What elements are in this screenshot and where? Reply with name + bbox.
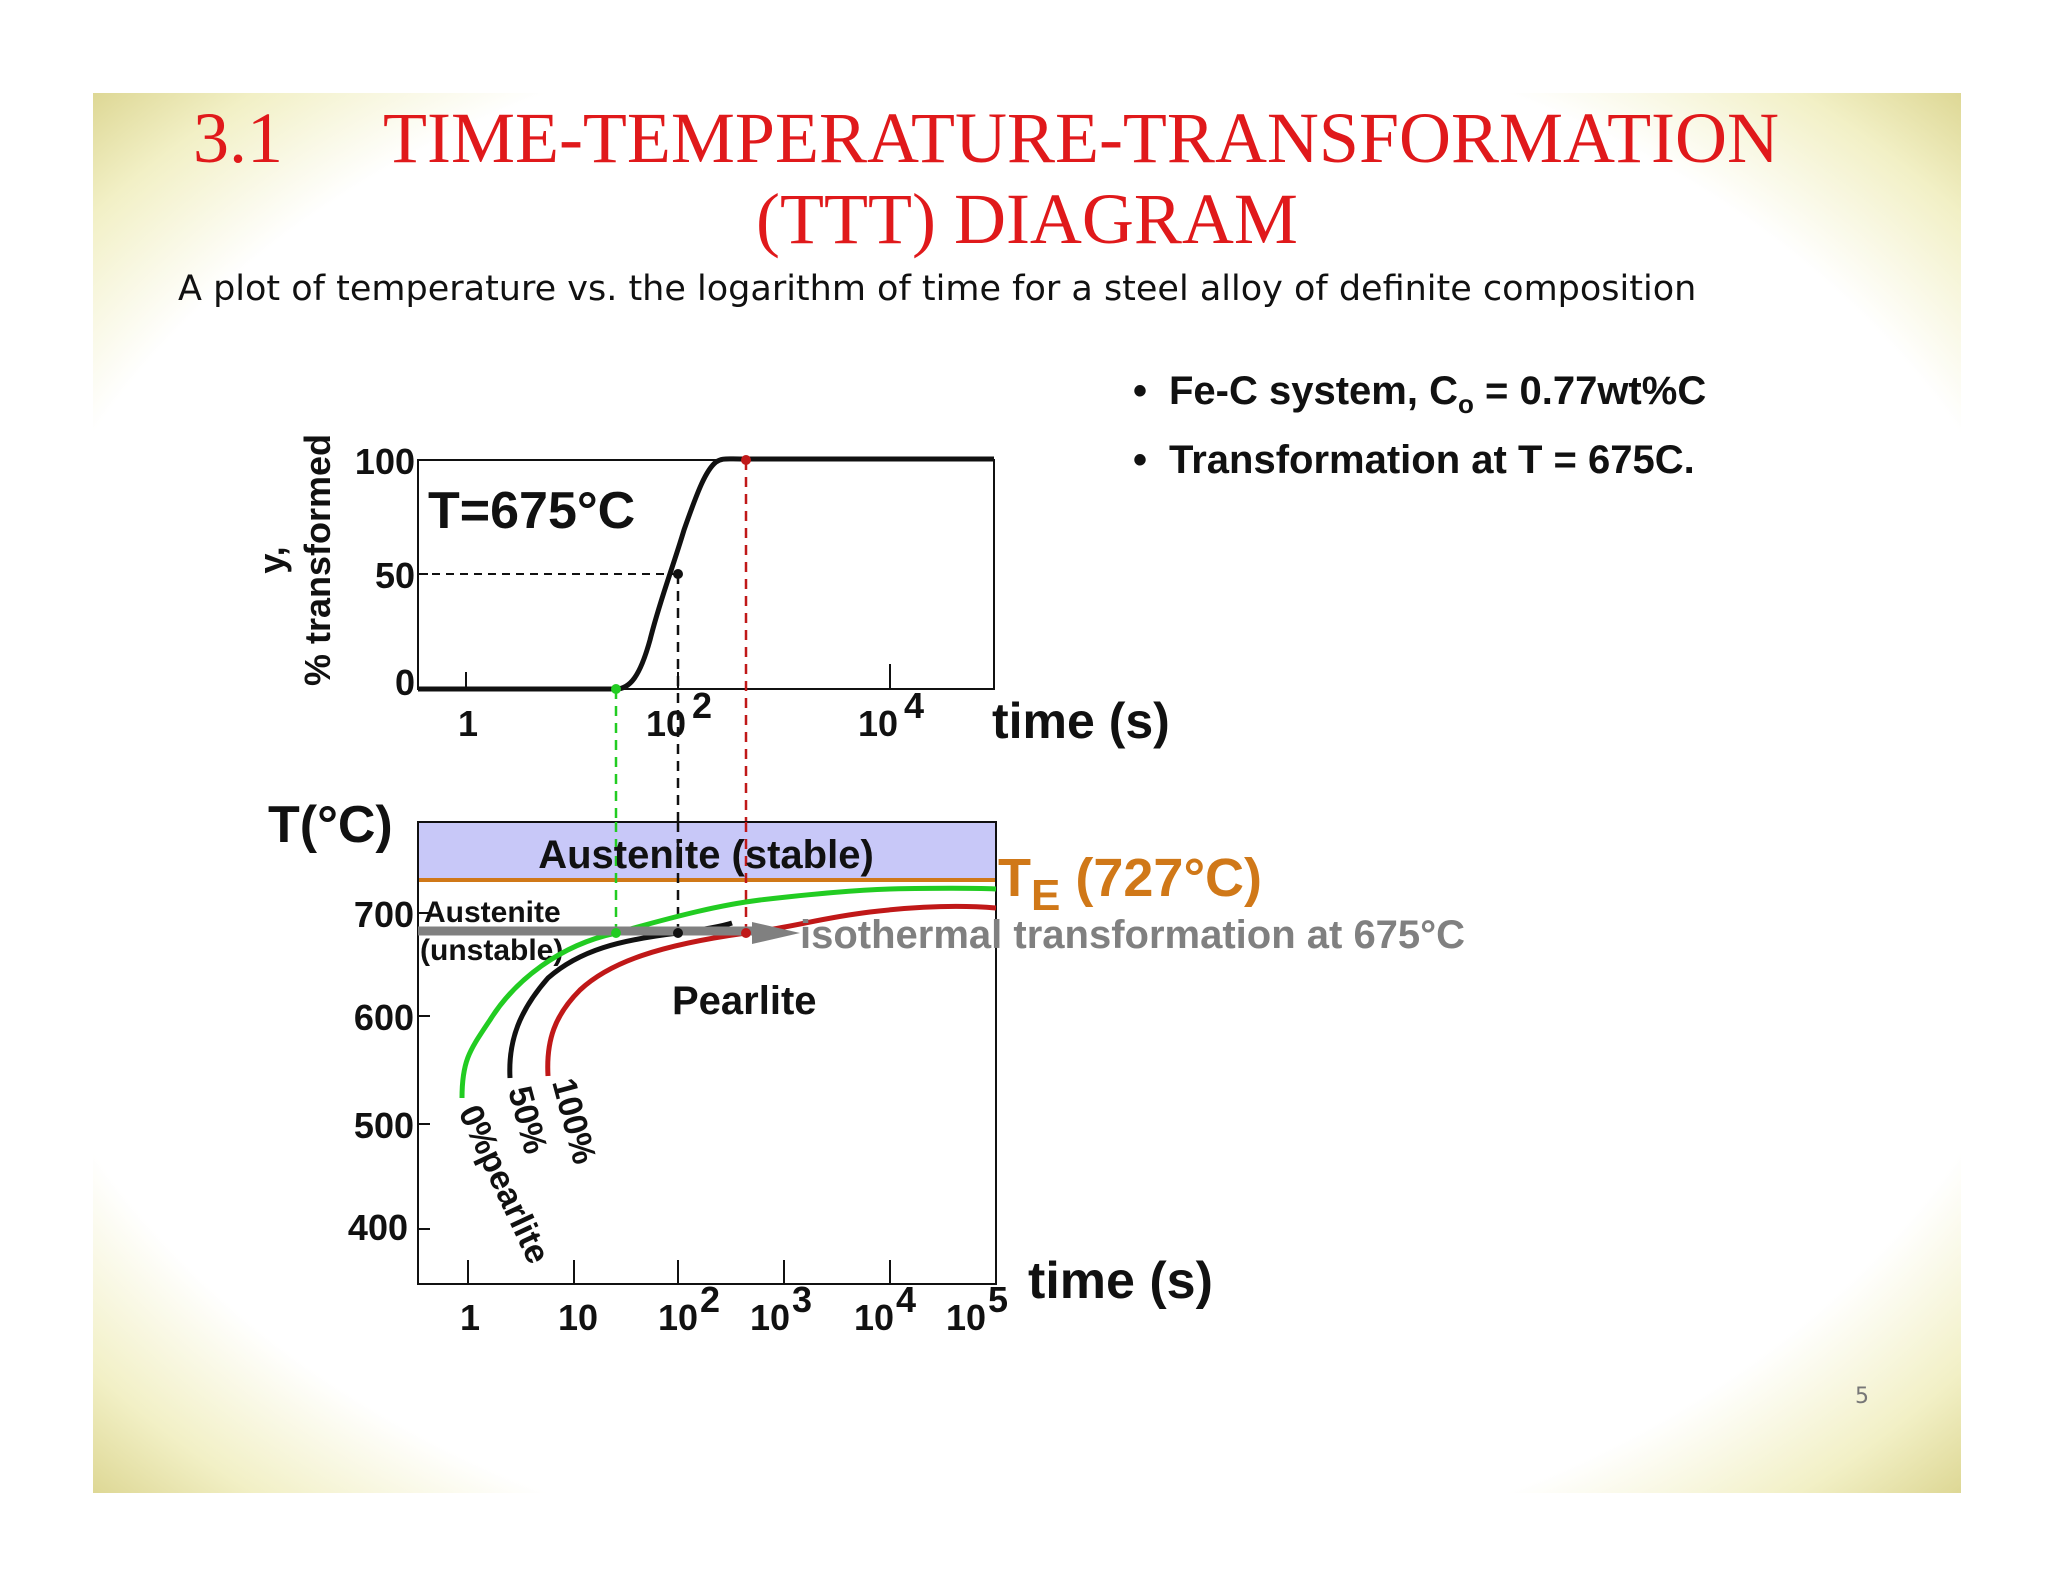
top-y-tick-label: 50 [375,555,415,596]
austenite-unstable-label-line2: (unstable) [420,934,563,967]
bottom-plot-frame [417,821,997,1285]
bullet-item-composition: • Fe-C system, Co = 0.77wt%C [1133,363,1706,432]
bottom-y-tick-label: 400 [348,1207,408,1248]
bottom-x-tick-label: 10 [750,1297,790,1338]
eutectoid-label: TE (727°C) [998,848,1262,920]
top-x-tick-label: 10 [646,703,686,744]
subtitle: A plot of temperature vs. the logarithm … [178,269,1697,309]
top-plot-frame [417,459,995,690]
austenite-stable-label: Austenite (stable) [538,833,874,877]
bullet-dot-icon: • [1133,369,1148,413]
isothermal-start-marker [611,928,621,938]
slide-background: 3.1 TIME-TEMPERATURE-TRANSFORMATION (TTT… [93,93,1961,1493]
top-x-tick-label: 1 [458,703,478,744]
bottom-x-tick-exponent: 4 [896,1279,916,1320]
start-curve-zero-percent [459,885,997,1099]
transformation-s-curve [418,456,994,692]
top-x-axis-label: time (s) [992,693,1170,749]
bullet-dot-icon: • [1133,438,1148,482]
bottom-x-tick-exponent: 5 [988,1279,1008,1320]
isothermal-transformation-label: isothermal transformation at 675°C [800,913,1465,957]
top-y-tick-label: 0 [395,662,415,703]
top-x-tick-exponent: 2 [692,685,712,726]
bottom-x-tick-label: 10 [658,1297,698,1338]
bottom-x-tick-exponent: 3 [792,1279,812,1320]
bottom-x-tick-label: 1 [460,1297,480,1338]
bottom-x-tick-exponent: 2 [700,1279,720,1320]
top-x-tick-label: 10 [858,703,898,744]
title-line-2: (TTT) DIAGRAM [756,179,1298,259]
top-x-tick-exponent: 4 [904,685,924,726]
title-line-1: TIME-TEMPERATURE-TRANSFORMATION [383,98,1780,178]
austenite-unstable-label-line1: Austenite [424,896,561,929]
isothermal-fifty-marker [673,928,683,938]
top-plot: 100 50 0 1 10 2 10 4 time (s) y, % trans… [251,434,1170,749]
top-plot-temperature-annotation: T=675°C [428,482,635,540]
bottom-x-tick-label: 10 [558,1297,598,1338]
isothermal-arrow-icon [752,922,800,944]
bullet-item-temperature: • Transformation at T = 675C. [1133,432,1706,488]
bottom-x-axis-label: time (s) [1028,1252,1213,1310]
bottom-x-tick-label: 10 [854,1297,894,1338]
top-y-axis-label-line2: % transformed [297,434,338,686]
isothermal-finish-marker [741,928,751,938]
bottom-x-tick-label: 10 [946,1297,986,1338]
bottom-y-axis-label: T(°C) [268,796,393,854]
pearlite-region-label: Pearlite [672,979,817,1023]
section-number: 3.1 [193,98,283,178]
bullet-list: • Fe-C system, Co = 0.77wt%C • Transformat… [1133,363,1706,488]
top-y-axis-label-line1: y, [251,546,292,573]
page-number: 5 [1855,1384,1869,1409]
top-y-tick-label: 100 [355,441,415,482]
bottom-plot-background [418,822,996,1284]
austenite-stable-band [418,822,996,880]
bottom-y-tick-label: 500 [354,1105,414,1146]
bottom-plot: 700 600 500 400 T(°C) 1 10 10 2 10 3 10 … [268,796,1465,1338]
bottom-y-tick-label: 600 [354,997,414,1038]
bottom-y-tick-label: 700 [354,894,414,935]
